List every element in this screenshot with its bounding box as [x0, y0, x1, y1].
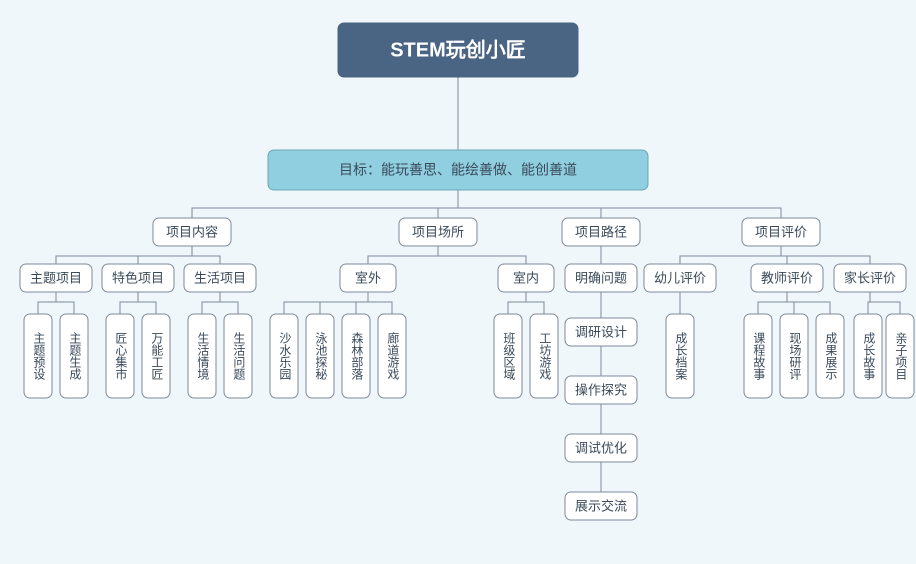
node-L14: 现场研评 — [780, 314, 808, 398]
node-label: 生活问题 — [232, 332, 246, 380]
node-c2: 项目路径 — [562, 218, 640, 246]
node-p5d: 展示交流 — [565, 492, 637, 520]
node-label: 泳池探秘 — [314, 332, 328, 380]
node-L5: 生活问题 — [224, 314, 252, 398]
nodes: STEM玩创小匠目标：能玩善思、能绘善做、能创善道项目内容 项目场所 项目路径 项目评… — [20, 23, 914, 520]
node-d8: 家长评价 — [834, 264, 906, 292]
node-label: 展示交流 — [575, 498, 627, 513]
node-label: 现场研评 — [788, 332, 802, 380]
node-L6: 沙水乐园 — [270, 314, 298, 398]
node-d0: 主题项目 — [20, 264, 92, 292]
node-label: 室外 — [355, 270, 381, 285]
node-L12: 成长档案 — [666, 314, 694, 398]
node-c0: 项目内容 — [153, 218, 231, 246]
node-label: 成长故事 — [862, 332, 876, 380]
node-c1: 项目场所 — [399, 218, 477, 246]
node-label: 幼儿评价 — [654, 270, 706, 285]
node-L4: 生活情境 — [188, 314, 216, 398]
node-label: 廊道游戏 — [386, 331, 400, 381]
node-p5a: 调研设计 — [565, 318, 637, 346]
node-d3: 室外 — [340, 264, 396, 292]
node-d6: 幼儿评价 — [644, 264, 716, 292]
node-d4: 室内 — [498, 264, 554, 292]
node-label: 调研设计 — [575, 324, 627, 339]
node-label: 家长评价 — [844, 270, 896, 285]
node-label: 生活项目 — [194, 270, 246, 285]
node-d5: 明确问题 — [565, 264, 637, 292]
node-label: 主题生成 — [68, 332, 82, 381]
node-label: 操作探究 — [575, 382, 627, 397]
node-label: 森林部落 — [350, 331, 364, 381]
node-label: 项目评价 — [755, 224, 807, 239]
node-label: 班级区域 — [502, 332, 516, 380]
node-d1: 特色项目 — [102, 264, 174, 292]
node-label: 调试优化 — [575, 440, 627, 455]
node-L7: 泳池探秘 — [306, 314, 334, 398]
node-label: 项目路径 — [575, 224, 627, 239]
node-root: STEM玩创小匠 — [338, 23, 578, 77]
node-L8: 森林部落 — [342, 314, 370, 398]
node-label: 亲子项目 — [894, 332, 908, 380]
node-L13: 课程故事 — [744, 314, 772, 398]
node-label: 目标：能玩善思、能绘善做、能创善道 — [339, 162, 577, 178]
org-chart: STEM玩创小匠目标：能玩善思、能绘善做、能创善道项目内容 项目场所 项目路径 项目评… — [0, 0, 916, 564]
node-label: 成长档案 — [674, 332, 688, 380]
node-label: 生活情境 — [196, 332, 210, 380]
node-L0: 主题预设 — [24, 314, 52, 398]
node-L17: 亲子项目 — [886, 314, 914, 398]
node-label: 特色项目 — [112, 270, 164, 285]
node-L10: 班级区域 — [494, 314, 522, 398]
node-L16: 成长故事 — [854, 314, 882, 398]
node-L9: 廊道游戏 — [378, 314, 406, 398]
node-label: 课程故事 — [752, 332, 766, 380]
node-label: 工坊游戏 — [538, 332, 552, 381]
node-label: 室内 — [513, 270, 539, 285]
node-goal: 目标：能玩善思、能绘善做、能创善道 — [268, 150, 648, 190]
node-d2: 生活项目 — [184, 264, 256, 292]
node-L15: 成果展示 — [816, 314, 844, 398]
node-L1: 主题生成 — [60, 314, 88, 398]
node-L2: 匠心集市 — [106, 314, 134, 398]
node-label: 成果展示 — [824, 332, 838, 380]
node-p5c: 调试优化 — [565, 434, 637, 462]
node-label: 万能工匠 — [150, 332, 164, 380]
node-label: STEM玩创小匠 — [390, 37, 526, 61]
node-label: 匠心集市 — [114, 332, 128, 380]
node-p5b: 操作探究 — [565, 376, 637, 404]
node-c3: 项目评价 — [742, 218, 820, 246]
node-label: 沙水乐园 — [278, 332, 292, 381]
node-label: 主题项目 — [30, 270, 82, 285]
node-label: 项目内容 — [166, 224, 218, 239]
node-label: 项目场所 — [412, 224, 464, 239]
node-d7: 教师评价 — [751, 264, 823, 292]
node-L3: 万能工匠 — [142, 314, 170, 398]
node-L11: 工坊游戏 — [530, 314, 558, 398]
node-label: 主题预设 — [32, 332, 46, 381]
node-label: 教师评价 — [761, 270, 813, 285]
node-label: 明确问题 — [575, 270, 627, 285]
